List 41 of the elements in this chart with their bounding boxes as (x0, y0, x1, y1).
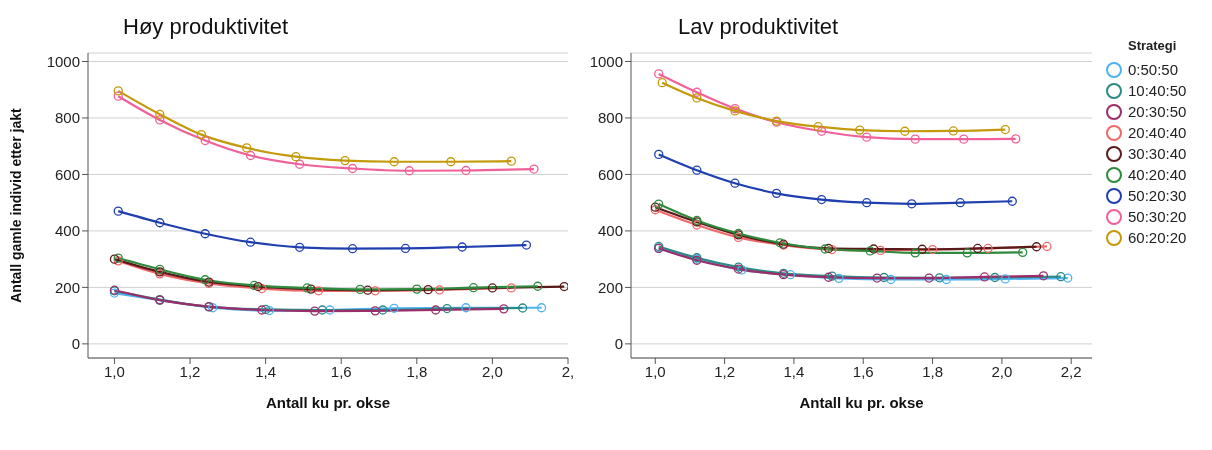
x-tick-label: 1,8 (922, 362, 943, 380)
chart-title: Høy produktivitet (123, 14, 289, 40)
legend-label: 60:20:20 (1128, 229, 1187, 246)
legend-title: Strategi (1128, 38, 1178, 53)
y-tick-label: 800 (597, 109, 623, 127)
y-tick-label: 600 (597, 165, 623, 183)
y-tick-label: 200 (54, 278, 80, 296)
legend-label: 20:40:40 (1128, 124, 1187, 141)
legend-label: 30:30:40 (1128, 145, 1187, 162)
x-tick-label: 1,0 (104, 362, 125, 380)
y-tick-label: 0 (614, 335, 623, 353)
x-tick-label: 2, (561, 362, 575, 380)
x-axis-title: Antall ku pr. okse (799, 394, 924, 411)
x-tick-label: 1,0 (644, 362, 666, 380)
x-tick-label: 1,8 (406, 362, 428, 380)
legend-label: 0:50:50 (1128, 61, 1179, 78)
y-tick-label: 0 (71, 335, 80, 353)
chart-title: Lav produktivitet (678, 14, 839, 40)
x-tick-label: 2,0 (481, 362, 503, 380)
y-tick-label: 1000 (46, 52, 80, 70)
x-tick-label: 2,0 (991, 362, 1013, 380)
y-tick-label: 400 (54, 222, 80, 240)
x-tick-label: 1,4 (783, 362, 805, 380)
legend-label: 20:30:50 (1128, 103, 1187, 120)
y-tick-label: 200 (597, 278, 623, 296)
y-tick-label: 600 (54, 165, 80, 183)
y-tick-label: 800 (54, 109, 80, 127)
x-tick-label: 1,6 (852, 362, 874, 380)
legend-label: 50:30:20 (1128, 208, 1187, 225)
y-tick-label: 400 (597, 222, 623, 240)
x-tick-label: 2,2 (1060, 362, 1082, 380)
y-axis-title: Antall gamle individ etter jakt (7, 107, 24, 303)
x-tick-label: 1,2 (179, 362, 201, 380)
x-tick-label: 1,6 (330, 362, 352, 380)
x-tick-label: 1,4 (255, 362, 277, 380)
x-axis-title: Antall ku pr. okse (265, 394, 391, 411)
y-tick-label: 1000 (589, 52, 623, 70)
legend-label: 40:20:40 (1128, 166, 1187, 183)
x-tick-label: 1,2 (714, 362, 736, 380)
legend-label: 10:40:50 (1128, 82, 1187, 99)
legend-label: 50:20:30 (1128, 187, 1187, 204)
